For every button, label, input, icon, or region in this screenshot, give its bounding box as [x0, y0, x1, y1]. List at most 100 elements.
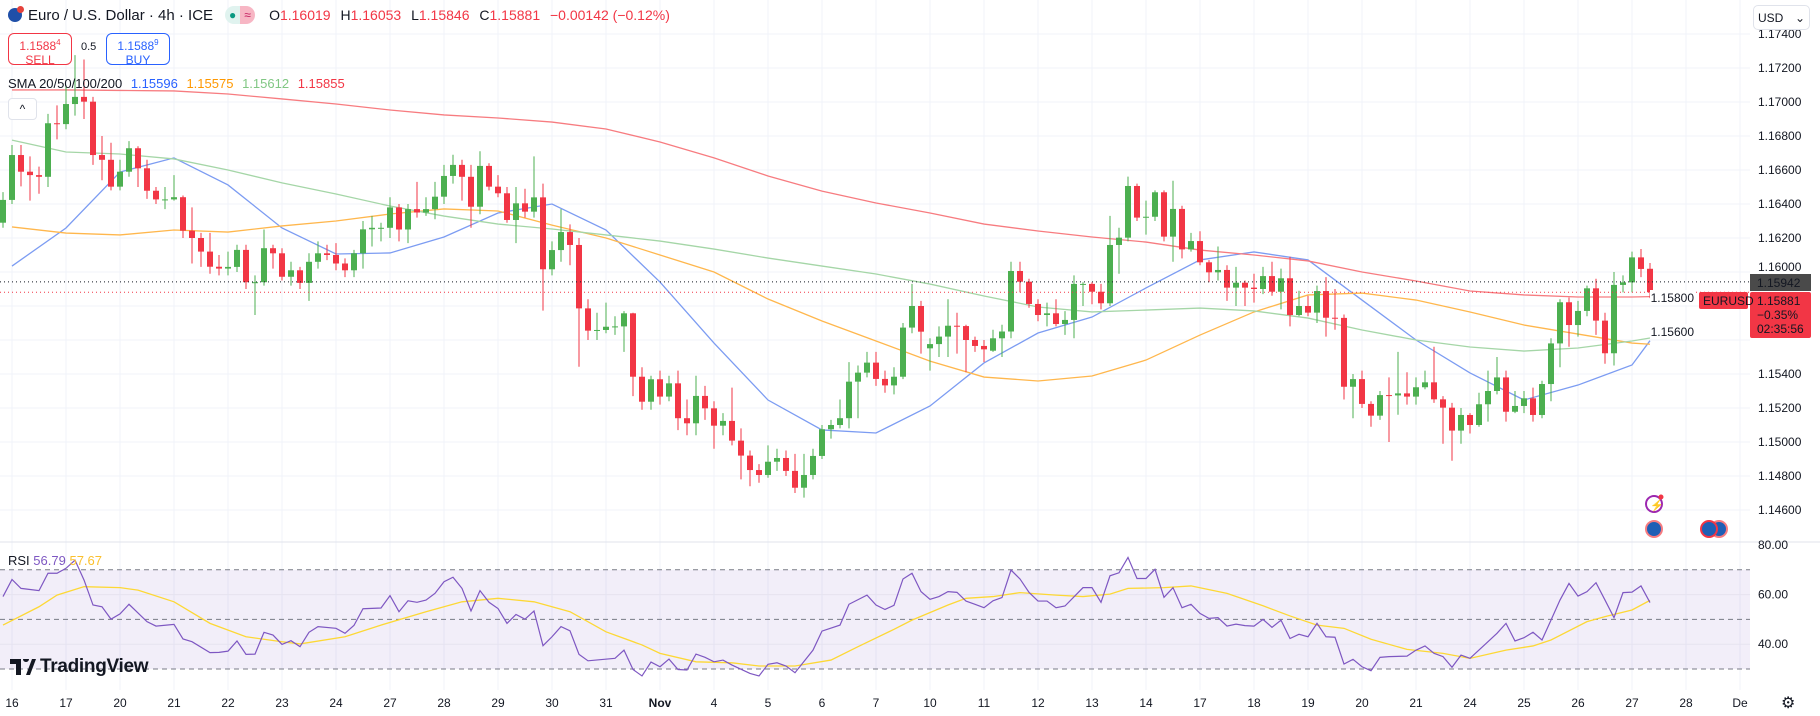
candle-body [549, 250, 555, 270]
eu-event-icon[interactable] [1645, 520, 1663, 538]
price-tick-label: 1.15600 [1651, 325, 1695, 339]
candle-body [63, 104, 69, 125]
collapse-legend-button[interactable]: ^ [8, 98, 37, 120]
candle-body [270, 248, 276, 254]
market-status[interactable]: ● ≈ [225, 6, 256, 24]
sma-line [11, 157, 1651, 434]
candle-body [972, 340, 978, 346]
candle-body [1494, 377, 1500, 391]
candle-body [1143, 216, 1149, 218]
sma200-value: 1.15855 [297, 76, 345, 91]
close-label: C [479, 7, 490, 23]
settings-icon[interactable]: ⚙ [1781, 695, 1796, 712]
candle-body [1359, 379, 1365, 404]
events[interactable]: ⚡ [1645, 494, 1728, 538]
candle [36, 166, 42, 194]
currency-select[interactable]: USD ⌄ [1753, 5, 1810, 30]
candle-body [360, 229, 366, 254]
candle-body [279, 253, 285, 277]
sma-legend[interactable]: SMA 20/50/100/200 1.15596 1.15575 1.1561… [8, 76, 350, 91]
candle [369, 215, 375, 247]
candle [27, 156, 33, 201]
date-tick-label: 14 [1139, 696, 1153, 710]
rsi-legend[interactable]: RSI 56.79 57.67 [8, 553, 102, 568]
bar-countdown: 02:35:56 [1757, 322, 1804, 336]
candle-body [1530, 398, 1536, 415]
candle-body [558, 232, 564, 251]
date-tick-label: 26 [1571, 696, 1585, 710]
date-tick-label: 27 [383, 696, 397, 710]
candle-body [117, 171, 123, 187]
candle [81, 59, 87, 119]
candle-body [1071, 283, 1077, 320]
date-tick-label: 24 [329, 696, 343, 710]
candle-body [1278, 278, 1284, 292]
candle-body [387, 207, 393, 228]
tradingview-logo[interactable]: TradingView [10, 656, 149, 678]
candle [1143, 200, 1149, 235]
candle-body [882, 378, 888, 386]
price-axis[interactable] [1750, 0, 1820, 716]
candle-body [441, 175, 447, 197]
candle-body [522, 203, 528, 212]
sma-line [11, 208, 1651, 382]
open-value: 1.16019 [279, 7, 331, 23]
candle-body [945, 325, 951, 337]
candle [1575, 300, 1581, 337]
candle-body [585, 308, 591, 331]
candle-body [1395, 393, 1401, 396]
candle [90, 96, 96, 165]
candle [189, 207, 195, 264]
sma50-value: 1.15575 [186, 76, 234, 91]
candle [1098, 283, 1104, 310]
candle [1611, 272, 1617, 366]
candle [1008, 261, 1014, 339]
candle [720, 413, 726, 436]
candle [549, 241, 555, 276]
candle [927, 338, 933, 371]
buy-button[interactable]: 1.15889 BUY [106, 33, 170, 67]
candle [882, 370, 888, 393]
candle [162, 187, 168, 210]
candle [1638, 249, 1644, 278]
candle [0, 192, 6, 228]
candle [1161, 190, 1167, 242]
candle-body [639, 376, 645, 402]
candle [144, 159, 150, 199]
candle-body [1404, 393, 1410, 397]
candle [297, 266, 303, 289]
candle-body [783, 457, 789, 471]
candle [945, 299, 951, 357]
candle [135, 146, 141, 187]
candle-body [189, 230, 195, 238]
candle [396, 204, 402, 242]
candle-body [1008, 270, 1014, 332]
candle [441, 164, 447, 204]
sma-line [12, 89, 1651, 298]
candle [819, 425, 825, 459]
candle-body [1611, 284, 1617, 354]
candle-body [837, 418, 843, 425]
candle [324, 244, 330, 261]
date-tick-label: 27 [1625, 696, 1639, 710]
candle [603, 302, 609, 334]
candle-body [288, 270, 294, 277]
candle [1539, 380, 1545, 419]
eu-event-icon[interactable] [1700, 520, 1718, 538]
current-price-lines [0, 281, 1750, 293]
candle-body [1179, 208, 1185, 250]
candle-body [1242, 282, 1248, 288]
sell-button[interactable]: 1.15884 SELL [8, 33, 72, 67]
candle [387, 197, 393, 238]
candle-body [1566, 302, 1572, 326]
candle [648, 375, 654, 410]
price-tick-label: 1.16200 [1758, 231, 1802, 245]
symbol-title[interactable]: Euro / U.S. Dollar · 4h · ICE [28, 6, 214, 24]
candle-body [1332, 317, 1338, 319]
candle-body [1107, 244, 1113, 304]
last-price: 1.15881 [1757, 294, 1801, 308]
date-tick-label: 19 [1301, 696, 1315, 710]
lightning-event-icon[interactable] [1645, 495, 1663, 513]
candle [450, 154, 456, 184]
